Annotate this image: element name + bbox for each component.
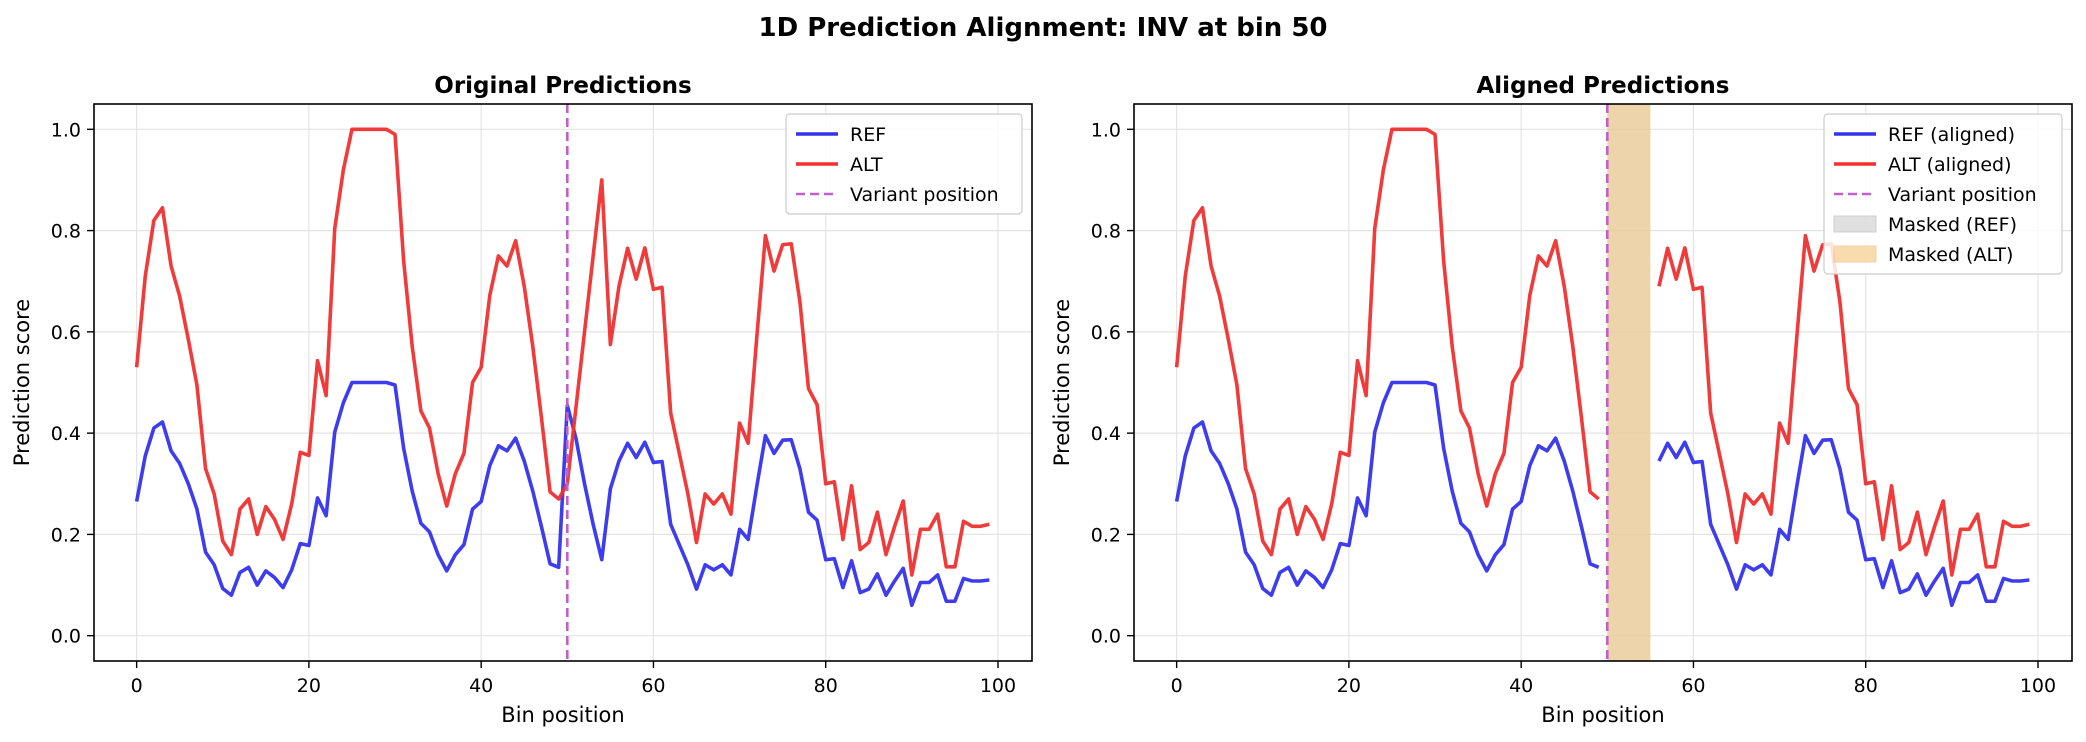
x-tick-label: 0 [131, 675, 143, 697]
legend: REF ALT Variant position [785, 113, 1023, 215]
legend-box [1823, 113, 2063, 275]
panel-title: Original Predictions [434, 73, 691, 99]
x-tick-label: 80 [814, 675, 838, 697]
y-tick-label: 1.0 [1091, 119, 1121, 141]
series-line-ref-aligned [1174, 380, 1600, 597]
y-tick-label: 1.0 [51, 119, 81, 141]
plot-area-frame [93, 103, 1033, 662]
panel-original-predictions: 0 20 40 60 80 100 0.0 0.2 0.4 0.6 0.8 1.0 Original P… [10, 73, 1033, 727]
x-tick-label: 100 [2020, 675, 2056, 697]
y-tick-label: 0.6 [51, 322, 81, 344]
series-line-alt-aligned [1657, 233, 2030, 577]
legend-box [785, 113, 1023, 215]
legend-label: REF (aligned) [1888, 124, 2015, 146]
legend-label: Variant position [850, 184, 999, 206]
x-axis-label: Bin position [1541, 703, 1664, 727]
panel-title: Aligned Predictions [1477, 73, 1730, 99]
legend: REF (aligned) ALT (aligned) Variant positi… [1823, 113, 2063, 275]
legend-label: Variant position [1888, 184, 2037, 206]
series-line-alt-aligned [1174, 127, 1600, 557]
x-tick-label: 60 [641, 675, 665, 697]
x-axis-label: Bin position [501, 703, 624, 727]
plot-area-frame [1133, 103, 2073, 662]
legend-label: ALT (aligned) [1888, 154, 2012, 176]
x-tick-label: 40 [469, 675, 493, 697]
x-tick-label: 20 [1337, 675, 1361, 697]
x-tick-label: 100 [980, 675, 1016, 697]
y-tick-label: 0.2 [51, 524, 81, 546]
x-tick-label: 40 [1509, 675, 1533, 697]
y-tick-label: 0.4 [1091, 423, 1121, 445]
legend-label: Masked (REF) [1888, 214, 2017, 236]
y-axis-label: Prediction score [1050, 299, 1074, 466]
series-line-ref-aligned [1657, 433, 2030, 608]
y-tick-label: 0.0 [1091, 626, 1121, 648]
x-tick-label: 0 [1171, 675, 1183, 697]
masked-alt-region [1607, 104, 1651, 661]
legend-swatch-masked-ref [1833, 215, 1877, 233]
y-tick-label: 0.0 [51, 626, 81, 648]
legend-swatch-masked-alt [1833, 245, 1877, 263]
figure-title: 1D Prediction Alignment: INV at bin 50 [758, 13, 1327, 43]
legend-label: Masked (ALT) [1888, 244, 2013, 266]
y-axis-label: Prediction score [10, 299, 34, 466]
series-line-alt [134, 127, 990, 577]
x-tick-label: 60 [1681, 675, 1705, 697]
panel-aligned-predictions: 0 20 40 60 80 100 0.0 0.2 0.4 0.6 0.8 1.0 Aligned Pr… [1050, 73, 2073, 727]
y-tick-label: 0.4 [51, 423, 81, 445]
series-line-ref [134, 380, 990, 608]
y-tick-label: 0.2 [1091, 524, 1121, 546]
y-tick-label: 0.8 [1091, 221, 1121, 243]
y-tick-label: 0.6 [1091, 322, 1121, 344]
y-tick-label: 0.8 [51, 221, 81, 243]
legend-label: REF [850, 124, 886, 146]
legend-label: ALT [850, 154, 883, 176]
x-tick-label: 20 [297, 675, 321, 697]
x-tick-label: 80 [1854, 675, 1878, 697]
